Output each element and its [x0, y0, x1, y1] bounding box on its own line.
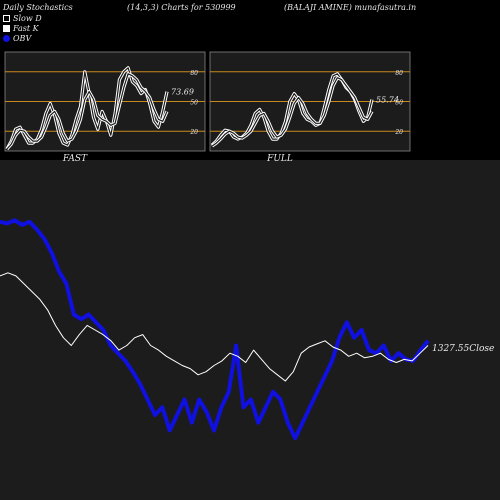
chart-header-left: Daily Stochastics: [3, 3, 73, 12]
chart-header-right: (BALAJI AMINE) munafasutra.in: [284, 3, 417, 12]
legend-label-fast-k: Fast K: [13, 23, 39, 33]
full-last-value-label: 55.74: [376, 96, 399, 105]
obv-line: [0, 218, 430, 441]
fast-ytick-20: 20: [189, 129, 198, 136]
legend-label-obv: OBV: [13, 33, 32, 43]
full-ytick-20: 20: [394, 129, 403, 136]
legend: Slow D Fast K OBV: [3, 13, 42, 43]
fast-ytick-80: 80: [190, 70, 198, 77]
full-ytick-80: 80: [395, 70, 403, 77]
fast-slow-d-line: [6, 73, 168, 150]
full-ytick-50: 50: [395, 100, 403, 107]
fast-ytick-50: 50: [190, 100, 198, 107]
legend-item-obv: OBV: [3, 33, 42, 43]
legend-item-fast-k: Fast K: [3, 23, 42, 33]
close-value-label: 1327.55Close: [432, 344, 494, 354]
full-slow-d-line: [211, 77, 373, 147]
fast-panel-title: FAST: [62, 154, 88, 164]
hollow-square-icon: [3, 14, 10, 22]
legend-label-slow-d: Slow D: [13, 13, 42, 23]
fast-last-value-label: 73.69: [171, 88, 194, 97]
blue-dot-icon: [3, 34, 10, 42]
close-line: [0, 272, 429, 382]
obv-panel-background: [0, 160, 500, 500]
filled-square-icon: [3, 24, 10, 32]
chart-header-center: (14,3,3) Charts for 530999: [127, 3, 236, 12]
legend-item-slow-d: Slow D: [3, 13, 42, 23]
full-panel-title: FULL: [266, 154, 293, 164]
